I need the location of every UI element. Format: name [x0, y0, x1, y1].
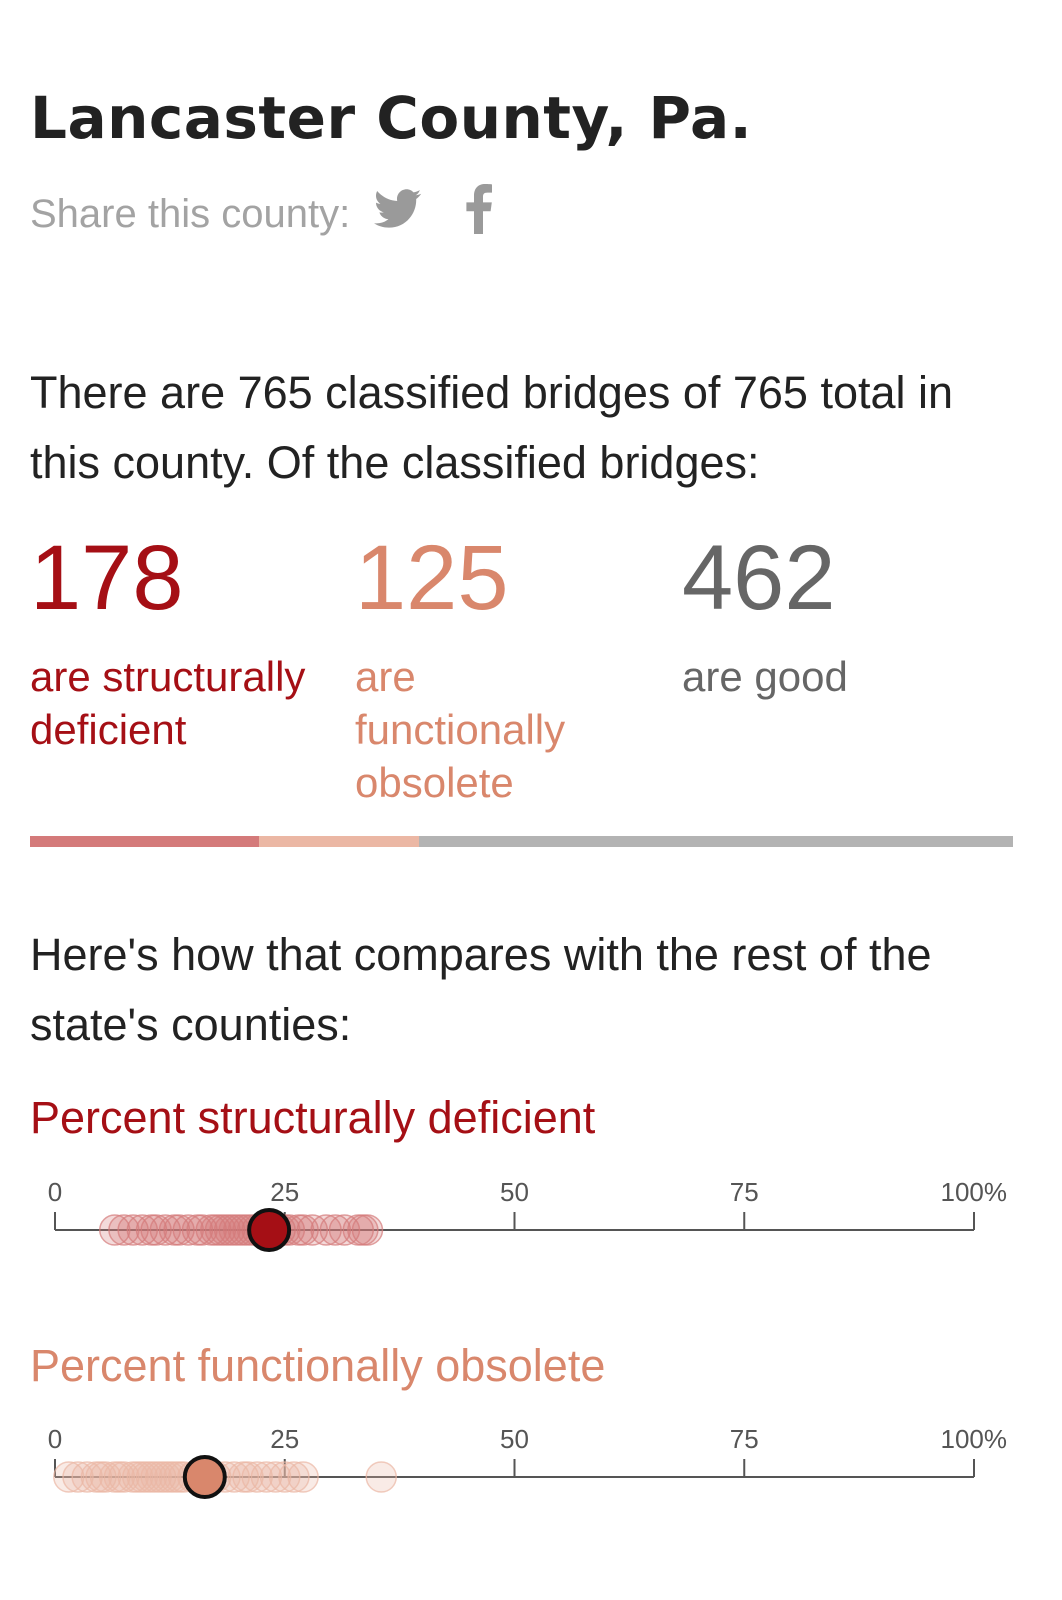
strip-plot-obsolete: 0 25 50 75 100%	[48, 1424, 1008, 1499]
tick-label: 0	[48, 1177, 62, 1207]
comparison-intro: Here's how that compares with the rest o…	[30, 929, 932, 1050]
share-row: Share this county:	[30, 184, 493, 244]
highlight-county-dot	[182, 1455, 227, 1499]
county-dot	[296, 1214, 329, 1246]
proportion-segment-good	[419, 836, 1013, 847]
tick-label: 50	[500, 1177, 529, 1207]
county-dot	[328, 1214, 361, 1246]
twitter-icon[interactable]	[374, 189, 422, 239]
tick-label: 0	[48, 1424, 62, 1454]
tick-label: 25	[270, 1177, 299, 1207]
county-dot	[365, 1461, 397, 1493]
tick-label: 25	[270, 1424, 299, 1454]
share-label: Share this county:	[30, 191, 351, 236]
proportion-bar	[30, 836, 1013, 847]
county-dot	[163, 1214, 195, 1246]
stat-value: 125	[355, 527, 509, 629]
county-dot	[241, 1461, 273, 1493]
county-dot	[71, 1461, 103, 1493]
county-dot	[108, 1461, 140, 1493]
county-dot	[351, 1214, 384, 1246]
stat-good: 462 are good	[682, 530, 1002, 703]
county-dot	[126, 1214, 159, 1246]
chart-title-deficient: Percent structurally deficient	[30, 1092, 596, 1143]
county-dot	[310, 1214, 342, 1246]
county-dot	[269, 1461, 301, 1493]
county-dot	[172, 1214, 205, 1246]
chart-title-obsolete: Percent functionally obsolete	[30, 1340, 606, 1391]
proportion-segment-obsolete	[258, 836, 420, 847]
tick-label: 75	[730, 1424, 759, 1454]
stat-label: are good	[682, 653, 848, 700]
stat-value: 178	[30, 527, 184, 629]
county-dot	[278, 1461, 310, 1493]
county-dot	[186, 1214, 218, 1246]
tick-label: 100%	[941, 1177, 1008, 1207]
county-dot	[287, 1461, 319, 1493]
county-dot	[117, 1214, 149, 1246]
highlight-county-dot	[247, 1208, 292, 1252]
stat-label: are structurally deficient	[30, 653, 306, 753]
county-dot	[149, 1214, 182, 1246]
county-dot	[108, 1214, 140, 1246]
facebook-icon[interactable]	[466, 184, 493, 244]
tick-label: 50	[500, 1424, 529, 1454]
county-dot	[140, 1214, 172, 1246]
stat-structurally-deficient: 178 are structurally deficient	[30, 530, 350, 756]
tick-label: 100%	[941, 1424, 1008, 1454]
stat-value: 462	[682, 527, 836, 629]
county-dot	[250, 1461, 283, 1493]
county-dot	[98, 1214, 131, 1246]
tick-label: 75	[730, 1177, 759, 1207]
county-dot	[62, 1461, 94, 1493]
county-dot	[53, 1461, 85, 1493]
proportion-segment-deficient	[30, 836, 259, 847]
county-dot	[259, 1461, 292, 1493]
stat-label: are functionally obsolete	[355, 653, 566, 806]
county-dot	[89, 1461, 122, 1493]
stat-functionally-obsolete: 125 are functionally obsolete	[355, 530, 615, 809]
county-dot	[319, 1214, 352, 1246]
page-title: Lancaster County, Pa.	[30, 84, 753, 152]
strip-plot-deficient: 0 25 50 75 100%	[48, 1177, 1008, 1252]
county-dot	[232, 1461, 264, 1493]
summary-intro: There are 765 classified bridges of 765 …	[30, 367, 954, 488]
